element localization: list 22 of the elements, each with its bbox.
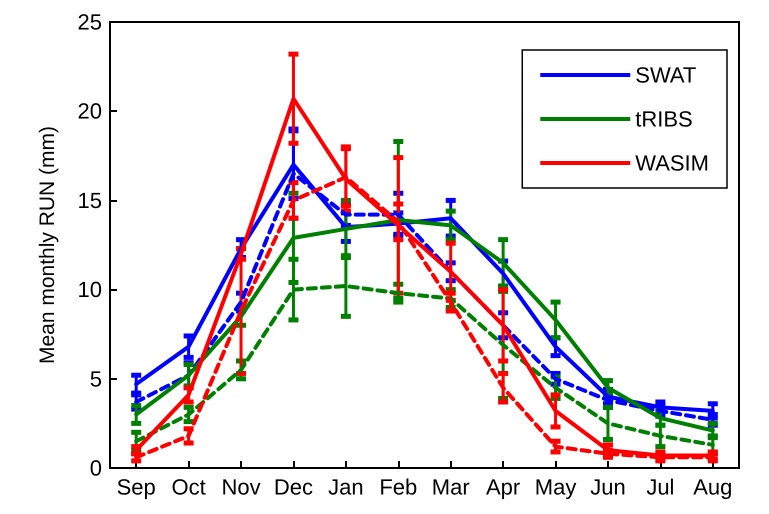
x-tick-label: Sep (116, 474, 156, 500)
y-tick-label: 0 (90, 456, 102, 480)
x-tick-label: Jan (328, 474, 364, 500)
legend-label: SWAT (635, 62, 696, 88)
x-tick-label: Dec (274, 474, 314, 500)
x-tick-label: Oct (172, 474, 206, 500)
y-tick-label: 20 (78, 98, 102, 124)
y-tick-label: 25 (78, 10, 102, 34)
x-tick-label: Jun (590, 474, 626, 500)
y-tick-label: 5 (90, 366, 102, 392)
y-tick-label: 15 (78, 188, 102, 213)
x-tick-label: Aug (693, 474, 732, 500)
legend-label: WASIM (635, 150, 709, 176)
x-tick-label: Feb (379, 474, 418, 500)
x-tick-label: Apr (486, 474, 520, 500)
legend-label: tRIBS (635, 106, 693, 132)
y-tick-label: 10 (78, 277, 102, 302)
x-tick-label: Nov (221, 474, 261, 500)
y-axis-title: Mean monthly RUN (mm) (36, 126, 59, 364)
x-tick-label: Jul (646, 474, 674, 500)
x-tick-label: Mar (432, 474, 470, 500)
x-tick-label: May (534, 474, 576, 500)
